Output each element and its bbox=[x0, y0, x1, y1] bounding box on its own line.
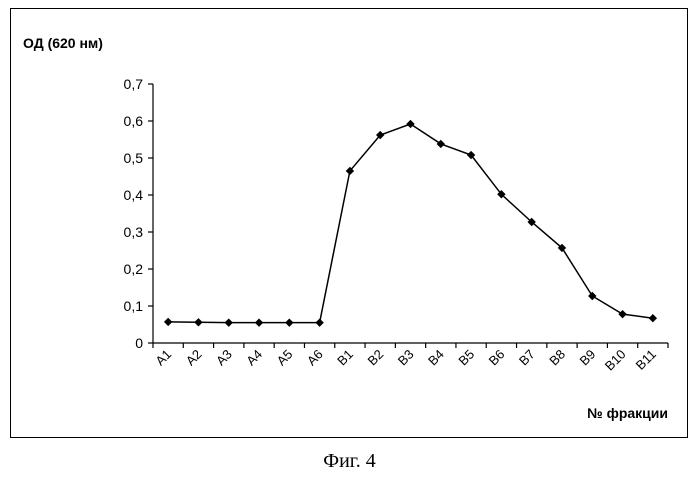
x-tick-label: B2 bbox=[364, 347, 386, 369]
x-tick-label: B3 bbox=[395, 347, 417, 369]
x-axis-label: № фракции bbox=[587, 405, 668, 421]
x-tick-label: B7 bbox=[516, 347, 538, 369]
x-tick-label: B1 bbox=[334, 347, 356, 369]
y-tick-label: 0,1 bbox=[124, 298, 144, 314]
y-tick-label: 0,6 bbox=[124, 113, 144, 129]
data-point bbox=[225, 318, 233, 326]
data-point bbox=[255, 318, 263, 326]
series-line bbox=[168, 124, 653, 323]
data-point bbox=[649, 314, 657, 322]
x-tick-label: B10 bbox=[602, 347, 629, 374]
x-tick-label: B8 bbox=[546, 347, 568, 369]
y-tick-label: 0 bbox=[135, 335, 143, 351]
y-axis-label: ОД (620 нм) bbox=[23, 35, 103, 51]
data-point bbox=[588, 292, 596, 300]
chart: ОД (620 нм) № фракции 0 0,1 0,2 0,3 0,4 0,5 0,… bbox=[0, 0, 699, 445]
data-point bbox=[315, 318, 323, 326]
x-tick-label: A1 bbox=[152, 347, 174, 369]
y-tick-label: 0,2 bbox=[124, 261, 144, 277]
y-tick-label: 0,3 bbox=[124, 224, 144, 240]
axes: 0 0,1 0,2 0,3 0,4 0,5 0,6 0,7 A1 A2 A3 A4 A5 A6 B1 B2 B3… bbox=[124, 76, 668, 373]
data-point bbox=[164, 318, 172, 326]
x-tick-label: A3 bbox=[213, 347, 235, 369]
data-point bbox=[437, 140, 445, 148]
x-tick-label: B6 bbox=[486, 347, 508, 369]
figure-caption: Фиг. 4 bbox=[0, 450, 699, 473]
x-tick-label: B9 bbox=[577, 347, 599, 369]
x-tick-label: B5 bbox=[455, 347, 477, 369]
x-tick-label: A4 bbox=[243, 347, 265, 369]
y-tick-label: 0,5 bbox=[124, 150, 144, 166]
y-tick-label: 0,7 bbox=[124, 76, 144, 92]
x-tick-label: A2 bbox=[183, 347, 205, 369]
x-tick-label: A5 bbox=[274, 347, 296, 369]
plot-area bbox=[164, 120, 657, 327]
x-tick-label: A6 bbox=[304, 347, 326, 369]
x-tick-label: B11 bbox=[633, 347, 659, 373]
data-point bbox=[194, 318, 202, 326]
x-tick-label: B4 bbox=[425, 347, 447, 369]
data-point bbox=[285, 318, 293, 326]
data-point bbox=[406, 120, 414, 128]
y-tick-label: 0,4 bbox=[124, 187, 144, 203]
data-point bbox=[618, 310, 626, 318]
